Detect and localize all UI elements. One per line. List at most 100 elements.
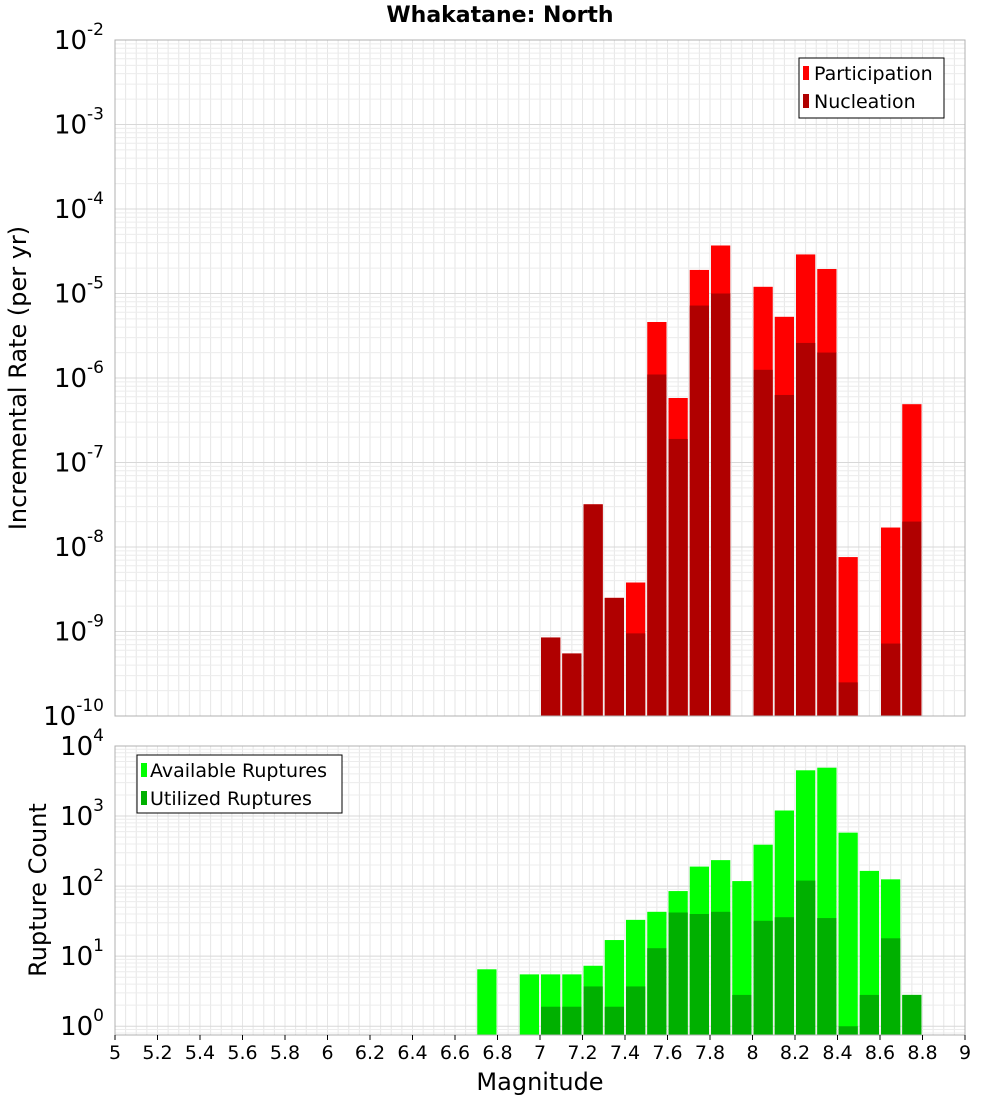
top-bar-nucleation	[689, 305, 709, 716]
x-tick-label: 7.2	[567, 1042, 597, 1064]
top-y-tick-label: 10-10	[43, 696, 104, 732]
top-y-tick-label: 10-6	[54, 358, 104, 394]
top-bar-nucleation	[604, 597, 624, 716]
x-ticks: 5 5.2 5.4 5.6 5.8 6 6.2 6.4 6.6 6.8 7 7.2 7.4 7.6 7.8 8…	[109, 1035, 971, 1064]
x-tick-label: 8.6	[865, 1042, 895, 1064]
top-bar-nucleation	[626, 633, 646, 716]
top-bar-nucleation	[753, 369, 773, 716]
top-bar-nucleation	[562, 653, 582, 716]
bottom-bar-utilized-ruptures	[604, 1006, 624, 1035]
bottom-bar-utilized-ruptures	[711, 911, 731, 1035]
available-legend-label: Available Ruptures	[150, 760, 327, 782]
top-y-tick-label: 10-3	[54, 105, 104, 141]
top-grid	[114, 40, 966, 717]
utilized-legend-swatch	[141, 791, 147, 805]
bottom-bar-utilized-ruptures	[796, 880, 816, 1035]
bottom-legend: Available Ruptures Utilized Ruptures	[136, 754, 343, 814]
top-bar-nucleation	[711, 293, 731, 716]
bottom-bar-utilized-ruptures	[626, 986, 646, 1035]
top-y-tick-label: 10-8	[54, 527, 104, 563]
bottom-bar-available-ruptures	[519, 974, 539, 1035]
bottom-y-tick-label: 102	[60, 866, 104, 902]
bottom-y-tick-label: 100	[60, 1006, 104, 1042]
x-tick-label: 5.2	[142, 1042, 172, 1064]
bottom-y-ticks: 100 101 102 103 104	[60, 726, 104, 1042]
top-bar-nucleation	[838, 682, 858, 716]
x-tick-label: 9	[959, 1042, 971, 1064]
top-y-axis-label: Incremental Rate (per yr)	[4, 226, 32, 530]
top-plot-frame	[114, 39, 966, 717]
nucleation-legend-label: Nucleation	[814, 91, 916, 113]
x-tick-label: 7.6	[652, 1042, 682, 1064]
top-bar-nucleation	[902, 521, 922, 716]
top-bar-nucleation	[774, 394, 794, 716]
chart-title: Whakatane: North	[386, 3, 613, 28]
top-bar-nucleation	[541, 637, 561, 716]
top-bar-nucleation	[668, 438, 688, 716]
top-y-tick-label: 10-5	[54, 274, 104, 310]
bottom-y-tick-label: 101	[60, 936, 104, 972]
bottom-bar-utilized-ruptures	[817, 918, 837, 1035]
participation-nucleation-panel: 10-10 10-9 10-8 10-7 10-6 10-5 10-4 10-3 10-2 In…	[4, 20, 966, 732]
bottom-bar-available-ruptures	[477, 969, 497, 1035]
top-bars	[541, 245, 922, 717]
top-legend: Participation Nucleation	[798, 57, 945, 119]
top-bar-nucleation	[583, 504, 603, 716]
bottom-y-axis-label: Rupture Count	[24, 803, 52, 977]
bottom-bar-utilized-ruptures	[838, 1026, 858, 1035]
x-tick-label: 8	[746, 1042, 758, 1064]
x-tick-label: 5.4	[185, 1042, 215, 1064]
bottom-bar-utilized-ruptures	[774, 917, 794, 1035]
bottom-bars	[477, 767, 922, 1035]
top-bar-nucleation	[817, 352, 837, 716]
top-legend-box	[798, 57, 945, 119]
bottom-bar-available-ruptures	[859, 870, 879, 1035]
bottom-bar-utilized-ruptures	[541, 1006, 561, 1035]
utilized-legend-label: Utilized Ruptures	[150, 788, 312, 810]
x-tick-label: 6.8	[482, 1042, 512, 1064]
top-bar-nucleation	[796, 342, 816, 716]
top-y-tick-label: 10-7	[54, 443, 104, 479]
x-tick-label: 7.4	[610, 1042, 640, 1064]
bottom-bar-utilized-ruptures	[859, 994, 879, 1035]
x-tick-label: 7.8	[695, 1042, 725, 1064]
bottom-y-tick-label: 103	[60, 796, 104, 832]
bottom-bar-utilized-ruptures	[902, 994, 922, 1035]
bottom-bar-utilized-ruptures	[753, 920, 773, 1035]
available-legend-swatch	[141, 763, 147, 777]
bottom-bar-utilized-ruptures	[562, 1006, 582, 1035]
top-y-tick-label: 10-2	[54, 20, 104, 56]
top-bar-participation	[838, 557, 858, 716]
x-tick-label: 7	[534, 1042, 546, 1064]
bottom-bar-utilized-ruptures	[689, 914, 709, 1035]
x-tick-label: 5.8	[270, 1042, 300, 1064]
top-bar-nucleation	[647, 374, 667, 716]
nucleation-legend-swatch	[803, 94, 809, 108]
x-tick-label: 5	[109, 1042, 121, 1064]
top-y-tick-label: 10-9	[54, 612, 104, 648]
x-tick-label: 6	[321, 1042, 333, 1064]
bottom-legend-box	[136, 754, 343, 814]
bottom-bar-utilized-ruptures	[881, 938, 901, 1035]
x-tick-label: 6.4	[397, 1042, 427, 1064]
x-tick-label: 6.6	[440, 1042, 470, 1064]
bottom-bar-utilized-ruptures	[583, 986, 603, 1035]
top-y-ticks: 10-10 10-9 10-8 10-7 10-6 10-5 10-4 10-3 10-2	[43, 20, 104, 732]
bottom-y-tick-label: 104	[60, 726, 104, 762]
x-tick-label: 6.2	[355, 1042, 385, 1064]
participation-legend-swatch	[803, 66, 809, 80]
rupture-count-panel: 100 101 102 103 104 5 5.2 5.4 5.6 5.8 6 6.2 6.4 6.6 6…	[24, 726, 971, 1096]
participation-legend-label: Participation	[814, 63, 933, 85]
x-tick-label: 5.6	[227, 1042, 257, 1064]
top-y-tick-label: 10-4	[54, 189, 104, 225]
x-tick-label: 8.4	[822, 1042, 852, 1064]
bottom-bar-available-ruptures	[838, 832, 858, 1035]
x-tick-label: 8.8	[907, 1042, 937, 1064]
bottom-bar-utilized-ruptures	[647, 948, 667, 1035]
bottom-bar-utilized-ruptures	[668, 912, 688, 1035]
x-axis-label: Magnitude	[476, 1068, 603, 1096]
x-tick-label: 8.2	[780, 1042, 810, 1064]
top-bar-nucleation	[881, 643, 901, 716]
bottom-bar-utilized-ruptures	[732, 994, 752, 1035]
